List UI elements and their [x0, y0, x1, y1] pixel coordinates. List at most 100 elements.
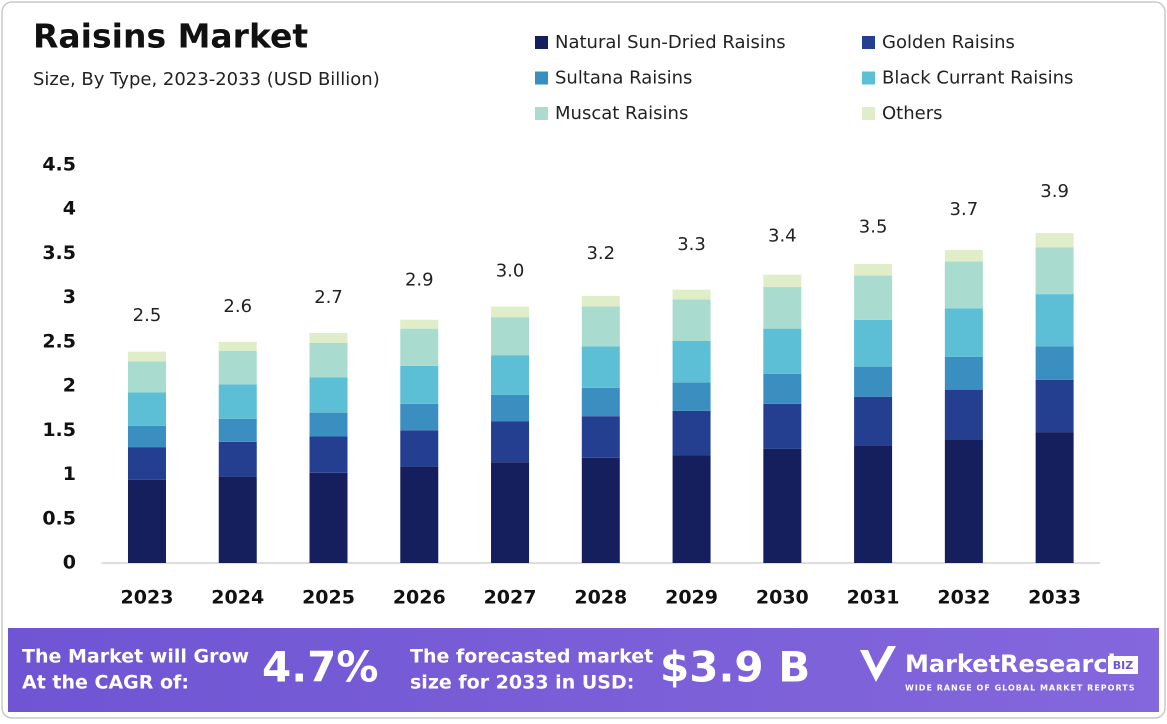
y-tick-label: 2 — [63, 375, 76, 397]
total-label: 3.5 — [859, 216, 888, 237]
bar-segment — [218, 476, 257, 563]
bar-segment — [309, 333, 348, 343]
y-tick-label: 4 — [63, 198, 76, 220]
bar-segment — [581, 387, 620, 417]
bar-segment — [672, 382, 711, 411]
brand-badge-box — [1108, 656, 1138, 674]
bar-segment — [400, 466, 439, 563]
total-label: 3.9 — [1040, 181, 1069, 202]
bar-segment — [944, 356, 983, 390]
bar-segment — [1035, 432, 1074, 563]
x-tick-label: 2023 — [121, 587, 174, 609]
y-tick-label: 3 — [63, 286, 76, 308]
bar-segment — [672, 341, 711, 383]
bar-segment — [763, 448, 802, 563]
legend-label: Black Currant Raisins — [882, 68, 1073, 89]
legend-label: Others — [882, 103, 943, 124]
bar-segment — [854, 275, 893, 320]
bar-segment — [854, 264, 893, 276]
bar-segment — [854, 366, 893, 397]
bar-segment — [309, 342, 348, 378]
bar-segment — [491, 394, 530, 422]
bar-segment — [400, 430, 439, 467]
bar-segment — [491, 317, 530, 356]
legend-swatch — [535, 36, 548, 49]
legend-label: Golden Raisins — [882, 32, 1015, 53]
bar-segment — [218, 418, 257, 442]
bar-segment — [491, 462, 530, 563]
bar-segment — [218, 441, 257, 477]
bar-segment — [581, 457, 620, 563]
bar-segment — [218, 350, 257, 385]
y-tick-label: 1 — [63, 463, 76, 485]
y-tick-label: 2.5 — [42, 330, 76, 352]
x-tick-label: 2026 — [393, 587, 446, 609]
bar-segment — [672, 410, 711, 456]
bar-segment — [581, 306, 620, 347]
bar-segment — [309, 377, 348, 413]
total-label: 3.3 — [677, 234, 706, 255]
y-tick-label: 1.5 — [42, 419, 76, 441]
bar-segment — [309, 412, 348, 437]
bar-segment — [944, 261, 983, 309]
footer-value: 4.7% — [262, 643, 378, 692]
x-tick-label: 2031 — [847, 587, 900, 609]
bar-segment — [127, 361, 166, 393]
y-tick-label: 3.5 — [42, 242, 76, 264]
bar-segment — [1035, 346, 1074, 380]
total-label: 2.6 — [223, 296, 252, 317]
bar-segment — [763, 328, 802, 374]
footer-value: $3.9 B — [660, 643, 810, 692]
legend-swatch — [535, 71, 548, 85]
footer-text: At the CAGR of: — [22, 672, 189, 694]
chart-subtitle: Size, By Type, 2023-2033 (USD Billion) — [33, 69, 380, 90]
bar-segment — [218, 384, 257, 419]
footer-text: size for 2033 in USD: — [410, 672, 634, 694]
bar-segment — [400, 328, 439, 366]
bar-segment — [763, 403, 802, 449]
bar-segment — [581, 295, 620, 307]
total-label: 2.7 — [314, 287, 343, 308]
bar-segment — [400, 319, 439, 329]
x-tick-label: 2033 — [1028, 587, 1081, 609]
bar-segment — [400, 365, 439, 404]
bar-segment — [944, 308, 983, 357]
x-tick-label: 2027 — [484, 587, 537, 609]
bar-segment — [672, 289, 711, 300]
bar-segment — [309, 436, 348, 473]
y-tick-label: 0 — [63, 552, 76, 574]
bar-segment — [1035, 379, 1074, 433]
bar-segment — [127, 447, 166, 480]
x-tick-label: 2029 — [665, 587, 718, 609]
brand-logo — [860, 646, 896, 682]
bar-segment — [127, 479, 166, 563]
legend-label: Natural Sun-Dried Raisins — [555, 32, 786, 53]
bar-segment — [491, 355, 530, 395]
y-tick-label: 4.5 — [42, 154, 76, 176]
brand-name: MarketResearch — [905, 650, 1125, 678]
bar-segment — [672, 455, 711, 563]
bar-segment — [127, 425, 166, 448]
bar-segment — [581, 346, 620, 388]
bar-segment — [581, 416, 620, 458]
bar-segment — [763, 287, 802, 329]
total-label: 3.7 — [950, 199, 979, 220]
brand-tagline: WIDE RANGE OF GLOBAL MARKET REPORTS — [905, 684, 1135, 693]
x-tick-label: 2024 — [211, 587, 264, 609]
total-label: 2.5 — [133, 305, 162, 326]
footer-text: The forecasted market — [410, 646, 653, 668]
legend-swatch — [535, 107, 548, 120]
y-tick-label: 0.5 — [42, 507, 76, 529]
bar-segment — [672, 299, 711, 342]
bar-segment — [944, 439, 983, 563]
x-tick-label: 2028 — [574, 587, 627, 609]
total-label: 2.9 — [405, 270, 434, 291]
bar-segment — [944, 249, 983, 262]
footer-banner — [8, 628, 1159, 712]
bar-segment — [763, 373, 802, 404]
bar-segment — [854, 445, 893, 563]
bar-segment — [1035, 233, 1074, 248]
total-label: 3.0 — [496, 261, 525, 282]
bar-segment — [309, 472, 348, 563]
